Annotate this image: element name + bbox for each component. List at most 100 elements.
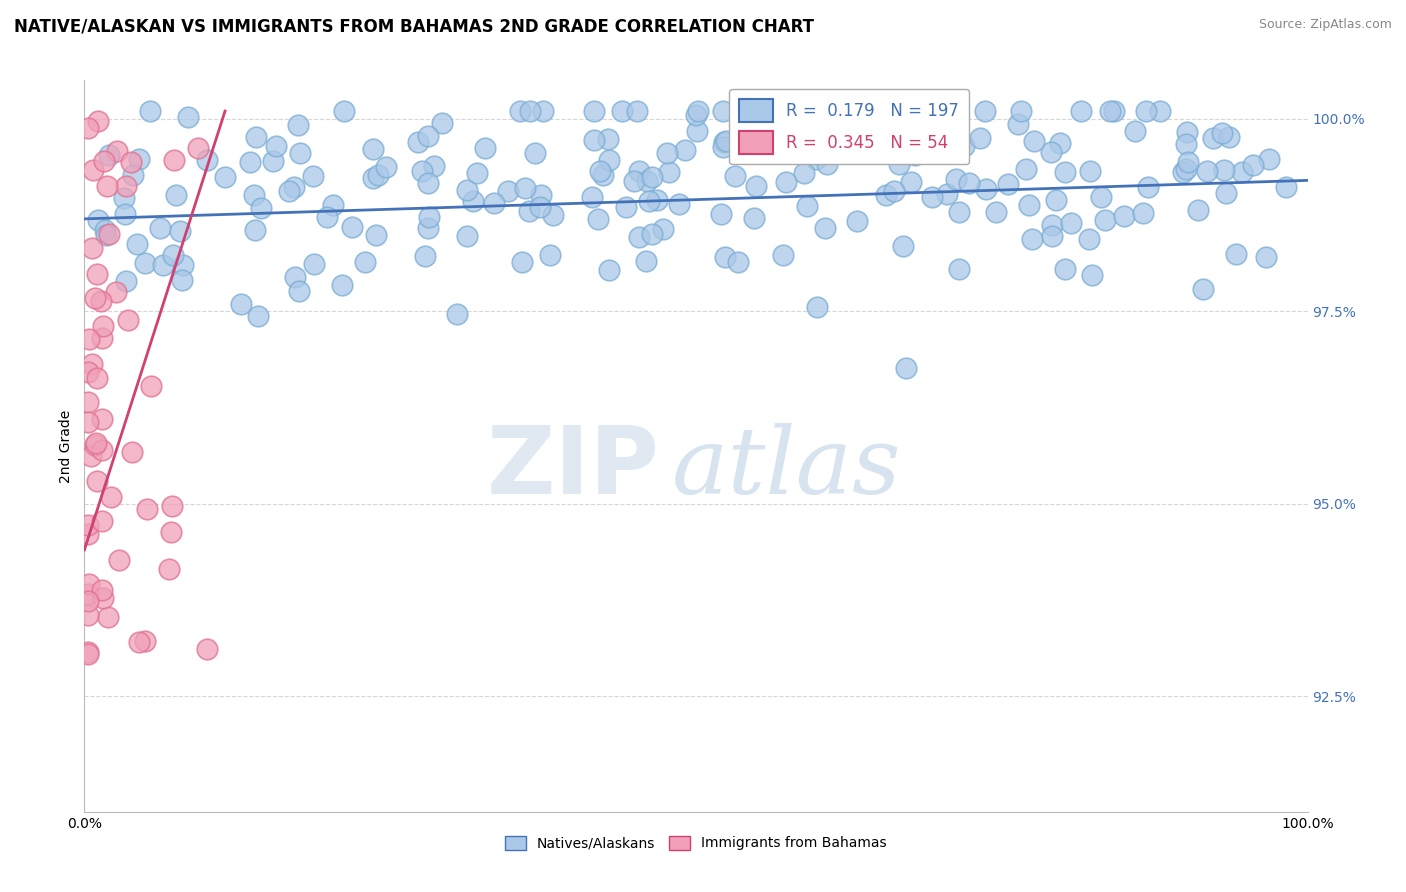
Point	[214, 170, 236, 185]
Point	[1010, 104, 1032, 119]
Point	[277, 184, 299, 198]
Point	[1177, 155, 1199, 169]
Point	[969, 131, 991, 145]
Point	[474, 140, 496, 154]
Point	[82, 162, 104, 177]
Point	[77, 576, 100, 591]
Point	[330, 278, 353, 293]
Point	[713, 136, 735, 150]
Point	[1230, 164, 1253, 178]
Point	[1123, 124, 1146, 138]
Point	[239, 155, 262, 169]
Point	[134, 256, 156, 270]
Point	[90, 582, 112, 597]
Point	[610, 104, 633, 119]
Point	[513, 181, 536, 195]
Point	[177, 110, 200, 124]
Point	[1112, 209, 1135, 223]
Legend: Natives/Alaskans, Immigrants from Bahamas: Natives/Alaskans, Immigrants from Bahama…	[499, 830, 893, 856]
Point	[1175, 125, 1198, 139]
Point	[592, 168, 614, 182]
Point	[891, 239, 914, 253]
Point	[744, 178, 766, 193]
Point	[98, 148, 121, 162]
Point	[948, 261, 970, 276]
Point	[1102, 104, 1125, 119]
Point	[333, 104, 356, 119]
Point	[984, 204, 1007, 219]
Point	[623, 174, 645, 188]
Point	[105, 145, 128, 159]
Point	[640, 227, 662, 241]
Point	[100, 490, 122, 504]
Point	[875, 188, 897, 202]
Point	[1215, 186, 1237, 201]
Point	[98, 227, 121, 242]
Point	[284, 270, 307, 285]
Point	[509, 104, 531, 119]
Point	[120, 154, 142, 169]
Point	[87, 114, 110, 128]
Point	[685, 108, 707, 122]
Text: ZIP: ZIP	[486, 422, 659, 514]
Point	[245, 129, 267, 144]
Point	[91, 591, 114, 605]
Point	[139, 104, 162, 119]
Point	[1254, 250, 1277, 264]
Point	[79, 450, 101, 464]
Point	[1040, 145, 1063, 159]
Point	[519, 104, 541, 119]
Point	[121, 445, 143, 459]
Point	[288, 146, 311, 161]
Point	[283, 180, 305, 194]
Point	[628, 164, 651, 178]
Point	[82, 241, 104, 255]
Point	[104, 285, 127, 299]
Point	[83, 291, 105, 305]
Point	[688, 104, 710, 119]
Point	[97, 610, 120, 624]
Point	[510, 255, 533, 269]
Point	[581, 190, 603, 204]
Point	[1021, 232, 1043, 246]
Point	[586, 211, 609, 226]
Point	[997, 178, 1019, 192]
Point	[77, 518, 100, 533]
Point	[169, 224, 191, 238]
Point	[96, 179, 118, 194]
Point	[814, 220, 837, 235]
Text: atlas: atlas	[672, 423, 901, 513]
Point	[1078, 164, 1101, 178]
Point	[112, 191, 135, 205]
Point	[77, 415, 100, 429]
Point	[775, 175, 797, 189]
Point	[953, 138, 976, 153]
Point	[668, 196, 690, 211]
Point	[117, 313, 139, 327]
Point	[86, 267, 108, 281]
Point	[1018, 198, 1040, 212]
Point	[418, 210, 440, 224]
Point	[125, 236, 148, 251]
Point	[713, 104, 735, 119]
Point	[894, 360, 917, 375]
Point	[1136, 179, 1159, 194]
Point	[77, 332, 100, 346]
Point	[1078, 232, 1101, 246]
Point	[361, 142, 384, 156]
Point	[806, 300, 828, 314]
Point	[302, 257, 325, 271]
Point	[416, 176, 439, 190]
Point	[815, 157, 838, 171]
Point	[724, 169, 747, 183]
Point	[287, 119, 309, 133]
Point	[596, 132, 619, 146]
Point	[430, 116, 453, 130]
Point	[1040, 228, 1063, 243]
Point	[416, 221, 439, 235]
Point	[456, 184, 478, 198]
Point	[134, 634, 156, 648]
Point	[141, 379, 163, 393]
Point	[1040, 218, 1063, 232]
Point	[1060, 216, 1083, 230]
